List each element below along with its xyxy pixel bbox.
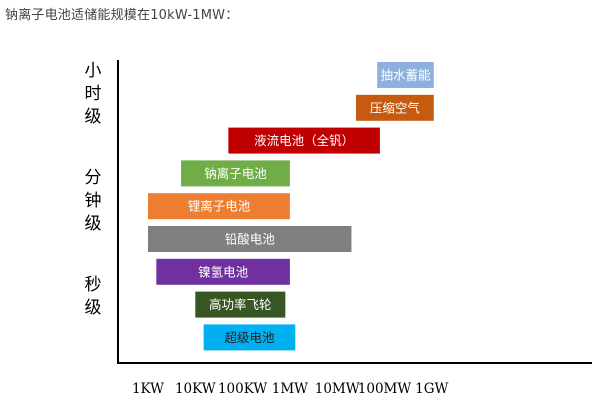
bar-4: 钠离子电池 [181, 160, 290, 187]
bar-9: 超级电池 [203, 324, 296, 351]
bar-1: 抽水蓄能 [377, 62, 434, 88]
bar-rect [203, 324, 296, 351]
bar-7: 镍氢电池 [156, 258, 290, 285]
bar-rect [356, 94, 434, 121]
bar-label: 锂离子电池 [188, 199, 251, 214]
x-tick-label: 1GW [415, 381, 448, 397]
y-category-1: 小时级 [85, 61, 102, 127]
y-category-char: 小 [85, 61, 102, 81]
bar-rect [148, 193, 290, 220]
y-category-char: 时 [85, 84, 102, 104]
bar-6: 铅酸电池 [148, 226, 352, 252]
y-category-char: 级 [85, 298, 102, 318]
bar-rect [156, 258, 290, 285]
y-category-char: 级 [85, 214, 102, 234]
bar-label: 抽水蓄能 [380, 68, 431, 83]
bar-label: 镍氢电池 [198, 264, 249, 279]
bar-label: 液流电池（全钒） [254, 133, 354, 148]
bar-label: 超级电池 [224, 330, 275, 345]
bar-label: 压缩空气 [370, 100, 421, 115]
bar-label: 铅酸电池 [225, 232, 276, 247]
y-category-char: 秒 [85, 275, 102, 295]
x-tick-label: 10KW [175, 381, 216, 397]
bar-8: 高功率飞轮 [195, 291, 286, 318]
bar-rect [195, 291, 286, 318]
bar-rect [228, 127, 380, 154]
bar-label: 高功率飞轮 [209, 297, 272, 312]
x-tick-label: 100MW [358, 381, 412, 397]
y-category-char: 级 [85, 107, 102, 127]
x-tick-label: 100KW [218, 381, 267, 397]
y-category-2: 分钟级 [85, 168, 102, 234]
bar-rect [377, 62, 434, 88]
bar-2: 压缩空气 [356, 94, 434, 121]
x-tick-label: 10MW [315, 381, 360, 397]
bar-3: 液流电池（全钒） [228, 127, 380, 154]
y-category-char: 钟 [85, 191, 102, 211]
y-category-char: 分 [85, 168, 102, 188]
page-heading: 钠离子电池适储能规模在10kW-1MW： [5, 8, 239, 23]
chart-axes [117, 60, 592, 364]
bar-label: 钠离子电池 [204, 166, 267, 181]
bar-5: 锂离子电池 [148, 193, 290, 220]
x-tick-label: 1MW [272, 381, 308, 397]
bar-rect [181, 160, 290, 187]
bar-rect [148, 226, 352, 252]
y-category-3: 秒级 [85, 275, 102, 318]
x-tick-label: 1KW [132, 381, 164, 397]
